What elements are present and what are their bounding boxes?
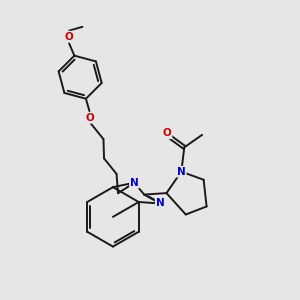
Text: N: N — [130, 178, 139, 188]
Text: N: N — [177, 167, 186, 177]
Text: O: O — [65, 32, 74, 42]
Text: O: O — [163, 128, 171, 138]
Text: O: O — [86, 113, 94, 123]
Text: N: N — [156, 199, 164, 208]
